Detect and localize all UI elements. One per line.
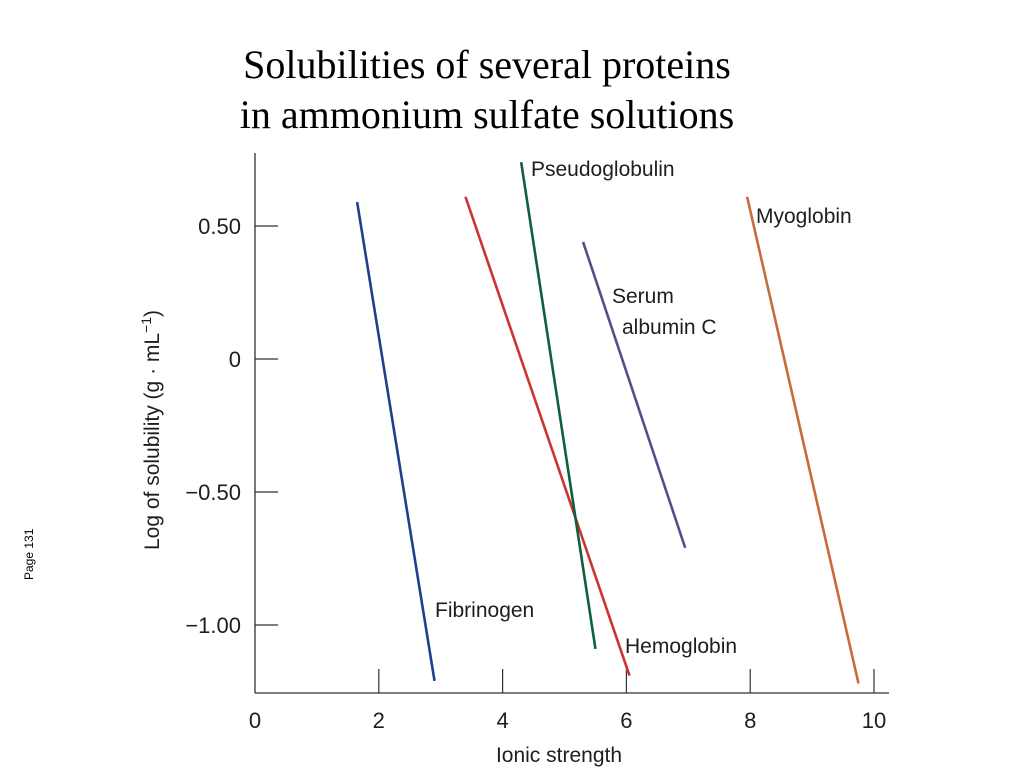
series-line-pseudoglobulin — [519, 161, 597, 650]
series-label-serum-albumin-c-line-2: albumin C — [622, 316, 717, 339]
series-labels: Fibrinogen Hemoglobin Pseudoglobulin Serum a… — [435, 158, 852, 658]
y-tick-label: −1.00 — [185, 613, 241, 638]
x-ticks: 0 2 4 6 8 10 — [249, 669, 886, 733]
y-axis-label-close: ) — [141, 310, 164, 317]
y-tick-label: 0 — [229, 347, 241, 372]
axes — [254, 153, 889, 694]
y-axis-label-exponent: −1 — [138, 317, 154, 333]
series-label-serum-albumin-c-line-1: Serum — [612, 285, 674, 308]
slide-title: Solubilities of several proteins in ammo… — [0, 40, 974, 140]
y-tick-label: 0.50 — [198, 214, 241, 239]
y-ticks: 0.50 0 −0.50 −1.00 — [185, 214, 278, 638]
series-label-pseudoglobulin: Pseudoglobulin — [531, 158, 675, 181]
series-label-myoglobin: Myoglobin — [756, 205, 852, 228]
y-tick-label: −0.50 — [185, 480, 241, 505]
x-tick-label: 6 — [620, 708, 632, 733]
y-axis-label: Log of solubility (g · mL−1) — [138, 310, 164, 550]
series-label-fibrinogen: Fibrinogen — [435, 599, 534, 622]
series-line-hemoglobin — [464, 196, 631, 676]
series-line-fibrinogen — [355, 201, 436, 682]
x-axis-label: Ionic strength — [496, 744, 622, 767]
series-line-myoglobin — [745, 196, 860, 684]
series-lines — [355, 161, 860, 684]
slide-title-line-2: in ammonium sulfate solutions — [239, 92, 735, 137]
x-tick-label: 4 — [496, 708, 508, 733]
x-tick-label: 0 — [249, 708, 261, 733]
y-axis-label-main: Log of solubility (g · mL — [141, 333, 164, 550]
x-tick-label: 10 — [862, 708, 886, 733]
x-tick-label: 2 — [373, 708, 385, 733]
x-tick-label: 8 — [744, 708, 756, 733]
series-line-serum-albumin-c — [581, 241, 687, 549]
slide-title-line-1: Solubilities of several proteins — [243, 42, 731, 87]
series-label-hemoglobin: Hemoglobin — [625, 635, 737, 658]
